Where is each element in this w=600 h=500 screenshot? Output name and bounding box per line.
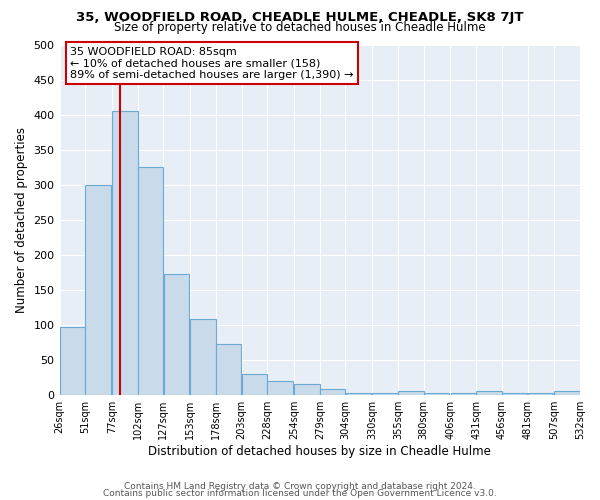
Bar xyxy=(112,112,137,395)
Bar xyxy=(85,185,111,394)
Bar xyxy=(554,391,580,394)
Bar xyxy=(242,374,267,394)
Bar xyxy=(320,389,346,394)
Bar xyxy=(216,344,241,395)
Bar xyxy=(373,392,398,394)
Bar xyxy=(268,380,293,394)
Bar xyxy=(527,392,553,394)
Bar xyxy=(59,327,85,394)
Bar xyxy=(346,392,371,394)
Bar xyxy=(476,391,502,394)
Text: Contains public sector information licensed under the Open Government Licence v3: Contains public sector information licen… xyxy=(103,488,497,498)
Text: 35, WOODFIELD ROAD, CHEADLE HULME, CHEADLE, SK8 7JT: 35, WOODFIELD ROAD, CHEADLE HULME, CHEAD… xyxy=(76,11,524,24)
Bar xyxy=(502,392,527,394)
Text: Contains HM Land Registry data © Crown copyright and database right 2024.: Contains HM Land Registry data © Crown c… xyxy=(124,482,476,491)
Bar xyxy=(451,392,476,394)
X-axis label: Distribution of detached houses by size in Cheadle Hulme: Distribution of detached houses by size … xyxy=(148,444,491,458)
Bar xyxy=(424,392,449,394)
Bar xyxy=(398,390,424,394)
Y-axis label: Number of detached properties: Number of detached properties xyxy=(15,127,28,313)
Bar xyxy=(138,168,163,394)
Text: 35 WOODFIELD ROAD: 85sqm
← 10% of detached houses are smaller (158)
89% of semi-: 35 WOODFIELD ROAD: 85sqm ← 10% of detach… xyxy=(70,46,353,80)
Bar xyxy=(164,274,189,394)
Bar xyxy=(190,319,216,394)
Bar xyxy=(294,384,320,394)
Text: Size of property relative to detached houses in Cheadle Hulme: Size of property relative to detached ho… xyxy=(114,22,486,35)
